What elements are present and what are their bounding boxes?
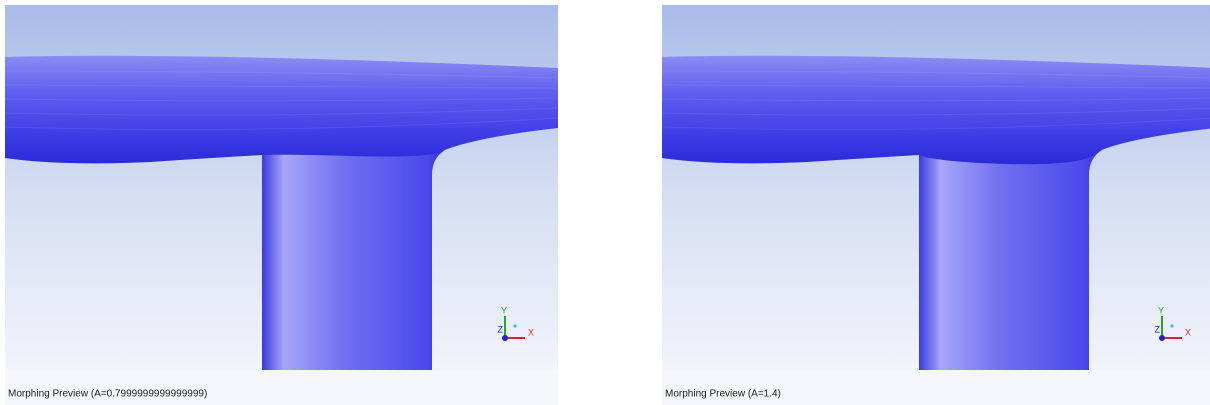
viewport-panel: Y X Z Morphing Preview (A=1.4) — [662, 5, 1210, 405]
caption-bar — [662, 370, 1210, 405]
screenshot: Y X Z Morphing Preview (A=0.799999999999999… — [0, 0, 1210, 405]
triad-z-axis — [1159, 335, 1165, 341]
triad-z-label: Z — [1155, 324, 1161, 334]
caption: Morphing Preview (A=0.7999999999999999) — [8, 389, 207, 400]
triad-origin-dot — [513, 324, 516, 327]
triad-origin-dot — [1170, 324, 1173, 327]
panels: Y X Z Morphing Preview (A=0.799999999999999… — [5, 5, 1210, 405]
caption-bar — [5, 370, 558, 405]
strut — [919, 150, 1102, 370]
caption: Morphing Preview (A=1.4) — [665, 389, 781, 400]
triad-x-label: X — [1185, 327, 1191, 337]
viewport-panel: Y X Z Morphing Preview (A=0.799999999999999… — [5, 5, 558, 405]
triad-y-label: Y — [501, 305, 507, 315]
triad-z-axis — [502, 335, 508, 341]
triad-z-label: Z — [498, 324, 504, 334]
triad-y-label: Y — [1158, 305, 1164, 315]
triad-x-label: X — [528, 327, 534, 337]
strut — [262, 150, 445, 370]
